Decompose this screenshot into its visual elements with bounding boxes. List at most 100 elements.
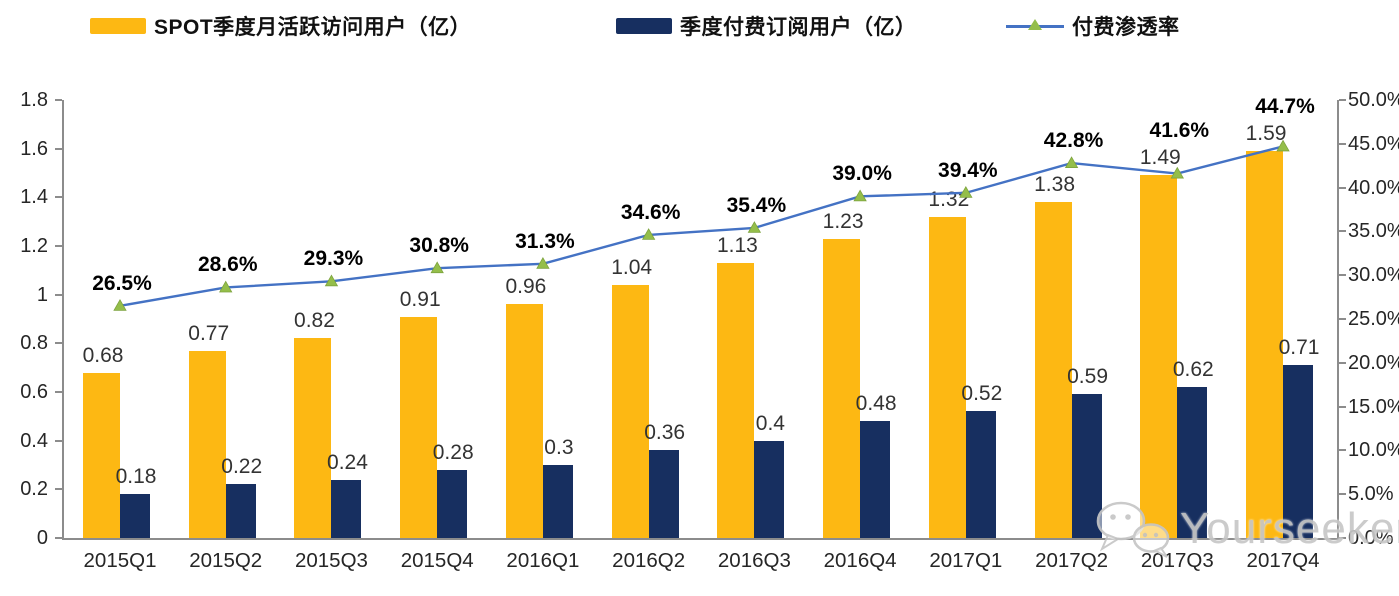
y-axis-label-left: 1.6	[20, 137, 48, 160]
penetration-label: 26.5%	[92, 271, 152, 295]
y-axis-label-left: 0.4	[20, 429, 48, 452]
x-axis-label: 2017Q4	[1246, 549, 1320, 572]
y-axis-tick-left	[55, 391, 62, 393]
legend-item-subscribers: 季度付费订阅用户（亿）	[616, 14, 917, 39]
x-axis-label: 2016Q4	[823, 549, 897, 572]
bar-label-mau: 1.59	[1245, 122, 1287, 146]
x-axis-label: 2015Q4	[400, 549, 474, 572]
penetration-legend-marker	[1006, 18, 1064, 34]
triangle-marker-icon	[430, 261, 444, 274]
y-axis-tick-left	[55, 147, 62, 150]
y-axis-tick-left	[55, 439, 62, 442]
bar-label-mau: 0.96	[505, 275, 547, 299]
penetration-label: 34.6%	[620, 200, 681, 224]
y-axis-tick-left	[55, 196, 62, 199]
bar-mau	[928, 216, 966, 538]
penetration-label: 29.3%	[303, 247, 364, 271]
triangle-marker-icon	[641, 228, 656, 240]
y-axis-label-left: 0.2	[20, 478, 48, 501]
bar-label-subscribers: 0.22	[221, 455, 263, 479]
y-axis-label-right: 50.0%	[1348, 89, 1399, 111]
triangle-marker-icon	[1064, 156, 1079, 168]
legend-triangle-icon	[1028, 19, 1042, 30]
y-axis-left	[62, 100, 64, 538]
mau-legend-label: SPOT季度月活跃访问用户（亿）	[154, 16, 472, 39]
y-axis-label-right: 5.0%	[1348, 483, 1394, 506]
y-axis-tick-right	[1339, 230, 1346, 233]
x-axis-label: 2017Q3	[1140, 549, 1214, 572]
penetration-label: 35.4%	[726, 193, 787, 217]
y-axis-label-left: 0	[36, 527, 48, 549]
bar-label-subscribers: 0.24	[327, 450, 368, 474]
bar-label-subscribers: 0.62	[1172, 358, 1214, 382]
penetration-line	[119, 145, 1284, 308]
triangle-marker-icon	[219, 280, 233, 293]
y-axis-tick-right	[1339, 186, 1346, 189]
y-axis-tick-right	[1339, 405, 1346, 408]
y-axis-label-right: 40.0%	[1348, 176, 1399, 199]
bar-label-mau: 1.49	[1139, 146, 1181, 170]
bar-label-subscribers: 0.48	[855, 392, 897, 416]
y-axis-tick-right	[1339, 274, 1346, 277]
bar-subscribers	[437, 469, 468, 538]
penetration-legend-label: 付费渗透率	[1072, 16, 1180, 39]
bar-label-subscribers: 0.3	[544, 436, 574, 459]
y-axis-label-left: 1	[36, 283, 48, 306]
x-axis-label: 2017Q2	[1035, 549, 1109, 572]
y-axis-label-left: 1.2	[20, 235, 48, 257]
x-axis-label: 2016Q1	[506, 549, 580, 572]
bar-mau	[83, 372, 120, 538]
y-axis-label-right: 45.0%	[1348, 132, 1399, 155]
y-axis-label-right: 25.0%	[1348, 308, 1399, 330]
y-axis-tick-left	[55, 342, 62, 345]
y-axis-tick-right	[1339, 318, 1346, 320]
bar-mau	[823, 238, 861, 538]
y-axis-tick-left	[55, 488, 62, 491]
bar-mau	[1140, 175, 1178, 538]
bar-label-mau: 1.32	[928, 187, 970, 211]
bar-label-mau: 0.91	[399, 287, 441, 311]
x-axis-label: 2016Q2	[612, 549, 686, 572]
bar-subscribers	[331, 479, 362, 538]
penetration-label: 44.7%	[1255, 95, 1315, 119]
y-axis-tick-left	[55, 99, 62, 101]
legend-item-penetration: 付费渗透率	[1006, 14, 1180, 39]
bar-subscribers	[1071, 394, 1102, 538]
bar-subscribers	[1177, 387, 1208, 538]
y-axis-label-right: 30.0%	[1348, 264, 1399, 287]
bar-label-subscribers: 0.52	[961, 382, 1003, 406]
penetration-label: 39.4%	[938, 158, 998, 182]
penetration-label: 39.0%	[832, 162, 892, 186]
watermark-text: Yourseeker	[1180, 504, 1399, 553]
penetration-label: 41.6%	[1149, 119, 1210, 143]
triangle-marker-icon	[113, 299, 127, 311]
bar-mau	[400, 316, 438, 538]
bar-label-subscribers: 0.28	[432, 440, 474, 464]
bar-mau	[294, 338, 332, 538]
bar-label-mau: 0.77	[188, 321, 230, 345]
watermark: Yourseeker	[1092, 498, 1399, 560]
penetration-label: 31.3%	[515, 229, 575, 253]
bar-label-mau: 1.13	[716, 234, 758, 258]
y-axis-tick-right	[1339, 537, 1346, 539]
bar-subscribers	[1283, 365, 1314, 538]
bar-subscribers	[754, 440, 785, 538]
subscribers-legend-swatch	[616, 18, 672, 34]
bar-label-mau: 1.04	[611, 255, 653, 279]
subscribers-legend-label: 季度付费订阅用户（亿）	[680, 16, 917, 39]
bar-subscribers	[860, 421, 891, 538]
bar-mau	[1246, 151, 1284, 538]
y-axis-tick-right	[1339, 449, 1346, 452]
y-axis-tick-right	[1339, 493, 1346, 496]
y-axis-label-right: 15.0%	[1348, 395, 1399, 418]
bar-label-subscribers: 0.36	[644, 421, 686, 445]
triangle-marker-icon	[324, 274, 339, 287]
y-axis-label-right: 20.0%	[1348, 351, 1399, 374]
y-axis-tick-left	[55, 293, 62, 296]
bar-label-mau: 1.38	[1034, 173, 1075, 197]
y-axis-tick-left	[55, 537, 62, 539]
bar-label-subscribers: 0.59	[1067, 365, 1108, 389]
bar-label-mau: 1.23	[822, 209, 864, 233]
bar-subscribers	[120, 494, 150, 538]
